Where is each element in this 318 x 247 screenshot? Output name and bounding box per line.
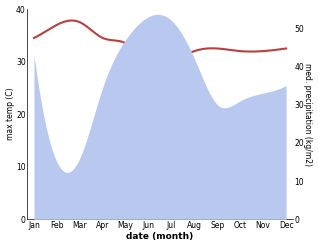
- Y-axis label: max temp (C): max temp (C): [5, 88, 15, 141]
- X-axis label: date (month): date (month): [126, 232, 194, 242]
- Y-axis label: med. precipitation (kg/m2): med. precipitation (kg/m2): [303, 63, 313, 166]
